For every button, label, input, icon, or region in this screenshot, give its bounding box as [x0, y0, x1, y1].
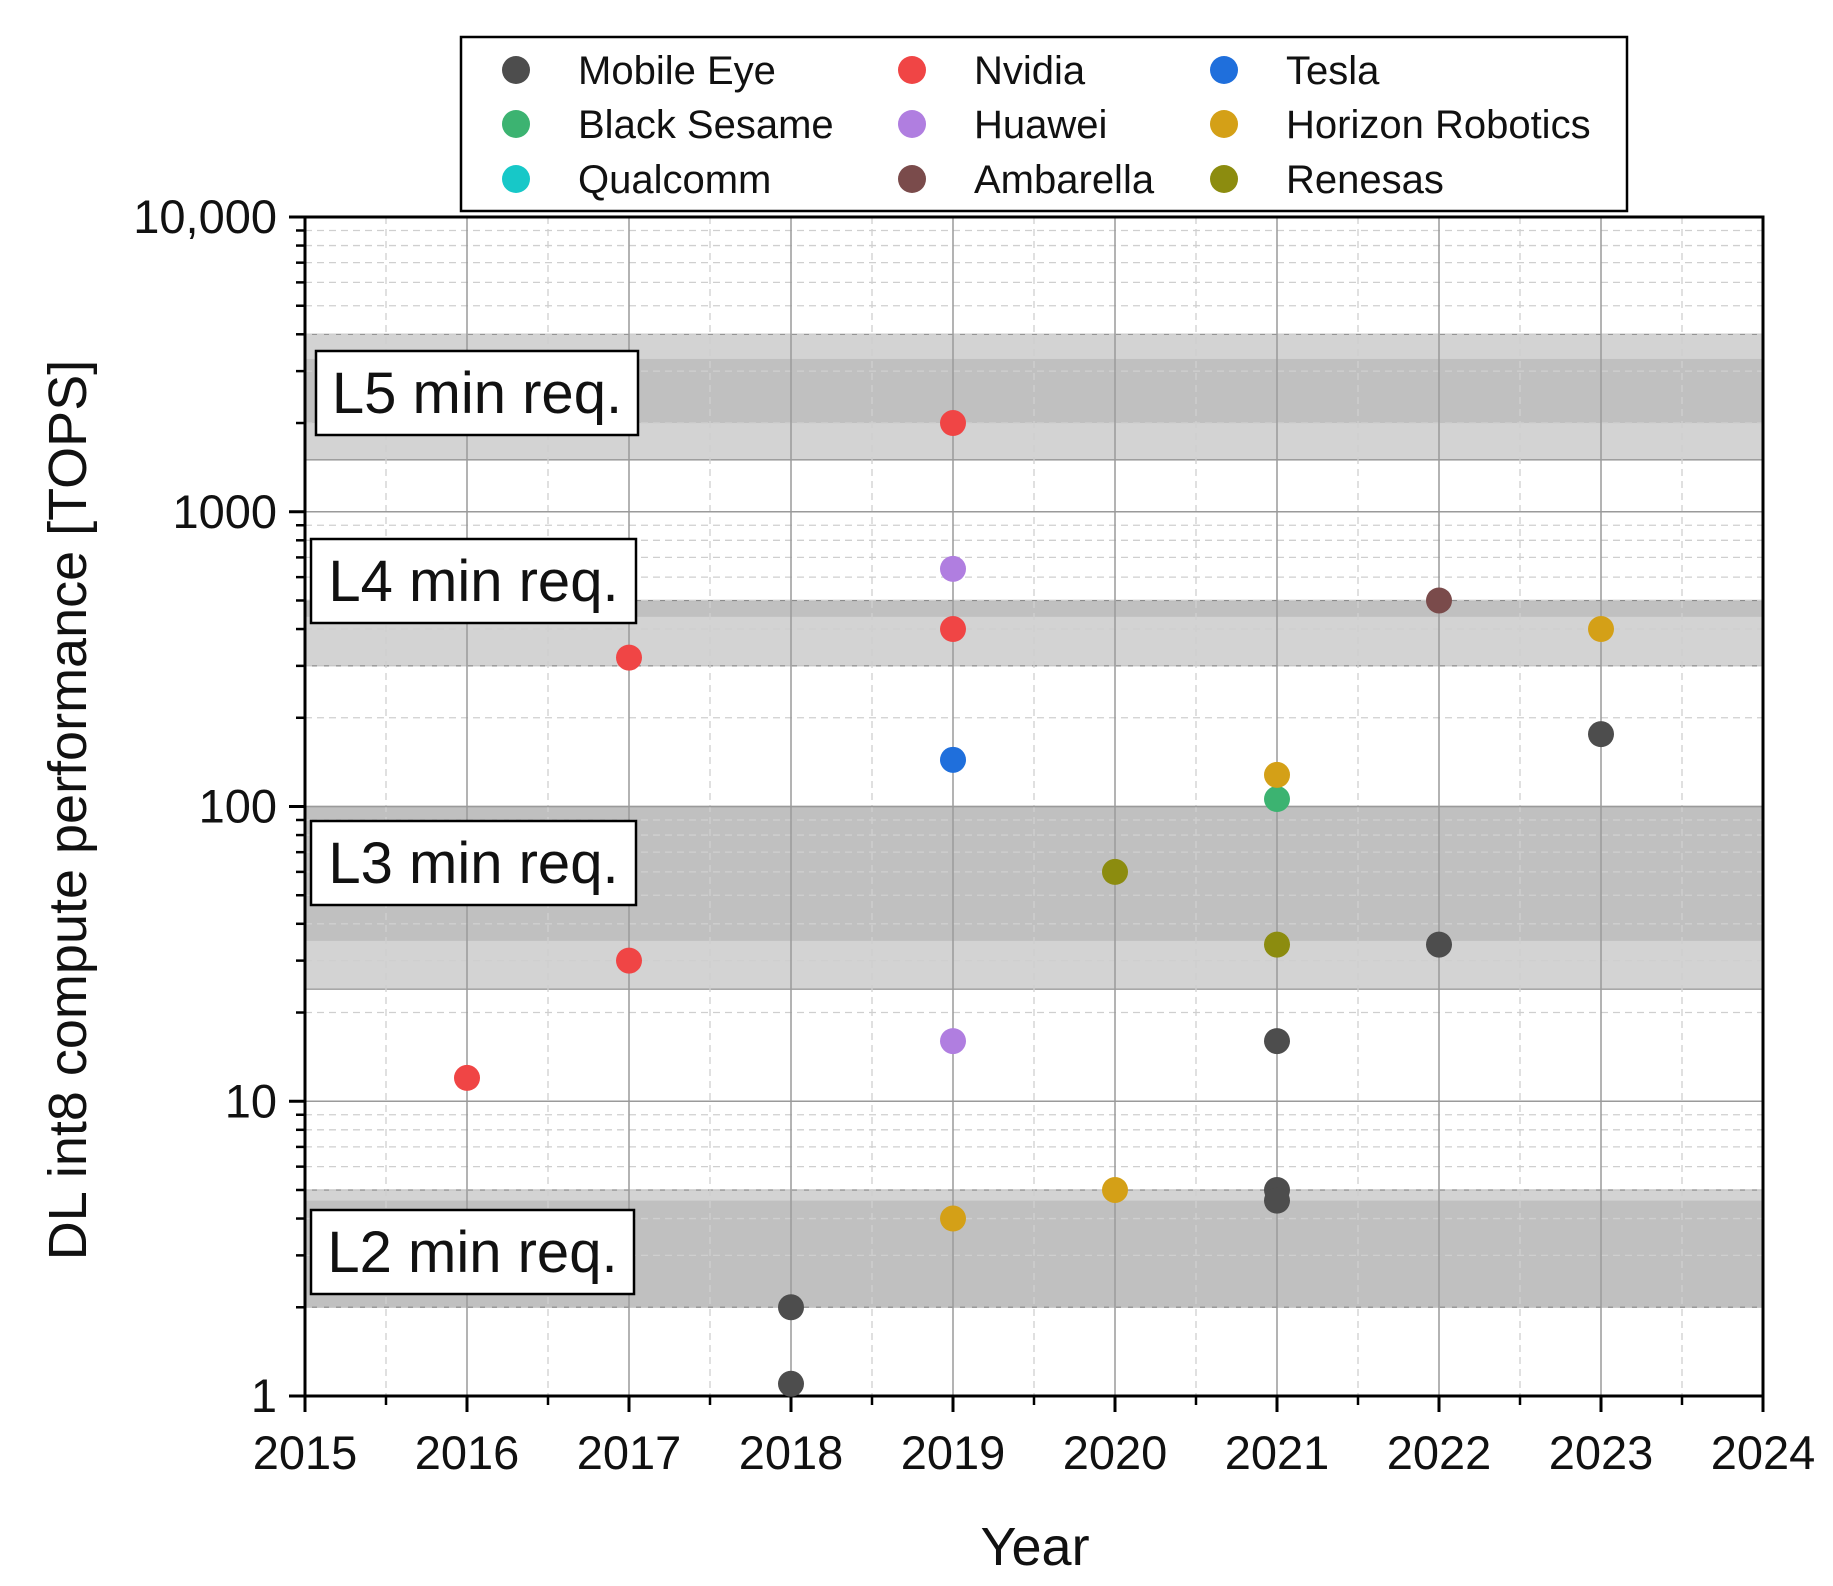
- legend-label-qualcomm: Qualcomm: [578, 158, 771, 202]
- point-nvidia: [940, 616, 966, 643]
- legend-marker-black-sesame: [502, 110, 530, 138]
- x-axis-title: Year: [980, 1517, 1089, 1577]
- point-horizon-robotics: [1588, 616, 1614, 643]
- point-nvidia: [454, 1064, 480, 1091]
- band-label-text: L4 min req.: [328, 549, 618, 614]
- x-tick-label: 2017: [577, 1426, 682, 1479]
- legend-label-ambarella: Ambarella: [974, 158, 1155, 202]
- x-tick-label: 2015: [253, 1426, 358, 1479]
- legend: Mobile Eye Black Sesame Qualcomm Nvidia Huaw…: [459, 35, 1629, 213]
- legend-label-huawei: Huawei: [974, 103, 1107, 147]
- point-huawei: [940, 1028, 966, 1055]
- x-tick-label: 2024: [1711, 1426, 1816, 1479]
- point-mobile-eye: [1588, 721, 1614, 748]
- x-tick-label: 2023: [1549, 1426, 1654, 1479]
- point-huawei: [940, 555, 966, 582]
- point-mobile-eye: [1264, 1028, 1290, 1055]
- legend-marker-horizon-robotics: [1210, 110, 1238, 138]
- point-horizon-robotics: [1264, 761, 1290, 788]
- legend-label-renesas: Renesas: [1286, 158, 1444, 202]
- legend-marker-mobile-eye: [502, 56, 530, 84]
- y-tick-label: 10: [225, 1074, 277, 1127]
- band-inner-2: [305, 600, 1763, 617]
- band-labels-layer: L5 min req. L4 min req. L3 min req. L2 min …: [309, 349, 640, 1296]
- band-label-box: [309, 537, 638, 625]
- band-label-box: [309, 1208, 636, 1296]
- point-nvidia: [940, 410, 966, 437]
- y-tick-label: 1: [251, 1369, 277, 1422]
- legend-marker-ambarella: [898, 165, 926, 193]
- y-tick-label: 10,000: [133, 190, 277, 243]
- legend-label-tesla: Tesla: [1286, 49, 1380, 93]
- point-black-sesame: [1264, 786, 1290, 813]
- band-label-box: [309, 819, 638, 907]
- x-tick-label: 2016: [415, 1426, 520, 1479]
- x-tick-label: 2020: [1063, 1426, 1168, 1479]
- legend-label-horizon-robotics: Horizon Robotics: [1286, 103, 1591, 147]
- y-tick-label: 100: [199, 780, 277, 833]
- point-tesla: [940, 746, 966, 773]
- point-nvidia: [616, 644, 642, 671]
- legend-marker-nvidia: [898, 56, 926, 84]
- legend-label-nvidia: Nvidia: [974, 49, 1086, 93]
- x-tick-label: 2019: [901, 1426, 1006, 1479]
- point-nvidia: [616, 947, 642, 974]
- legend-marker-huawei: [898, 110, 926, 138]
- point-mobile-eye: [778, 1370, 804, 1397]
- band-label-box: [314, 349, 640, 437]
- x-tick-label: 2021: [1225, 1426, 1330, 1479]
- point-mobile-eye: [778, 1294, 804, 1321]
- point-mobile-eye: [1426, 931, 1452, 958]
- point-renesas: [1264, 931, 1290, 958]
- legend-box: [459, 35, 1629, 213]
- point-ambarella: [1426, 587, 1452, 614]
- ticks-layer: 2015 2016 2017 2018 2019 2020 2021 2022 2023 2024…: [133, 190, 1815, 1479]
- band-label-text: L5 min req.: [332, 361, 622, 426]
- x-tick-label: 2022: [1387, 1426, 1492, 1479]
- band-label-text: L3 min req.: [328, 831, 618, 896]
- legend-label-mobile-eye: Mobile Eye: [578, 49, 776, 93]
- point-horizon-robotics: [1102, 1176, 1128, 1203]
- y-axis-title: DL int8 compute performance [TOPS]: [38, 360, 98, 1260]
- legend-marker-qualcomm: [502, 165, 530, 193]
- x-tick-label: 2018: [739, 1426, 844, 1479]
- point-horizon-robotics: [940, 1205, 966, 1232]
- legend-label-black-sesame: Black Sesame: [578, 103, 834, 147]
- band-label-text: L2 min req.: [327, 1220, 617, 1285]
- legend-marker-tesla: [1210, 56, 1238, 84]
- y-tick-label: 1000: [172, 485, 277, 538]
- points-layer: [454, 410, 1614, 1397]
- point-mobile-eye: [1264, 1187, 1290, 1214]
- legend-marker-renesas: [1210, 165, 1238, 193]
- point-renesas: [1102, 858, 1128, 885]
